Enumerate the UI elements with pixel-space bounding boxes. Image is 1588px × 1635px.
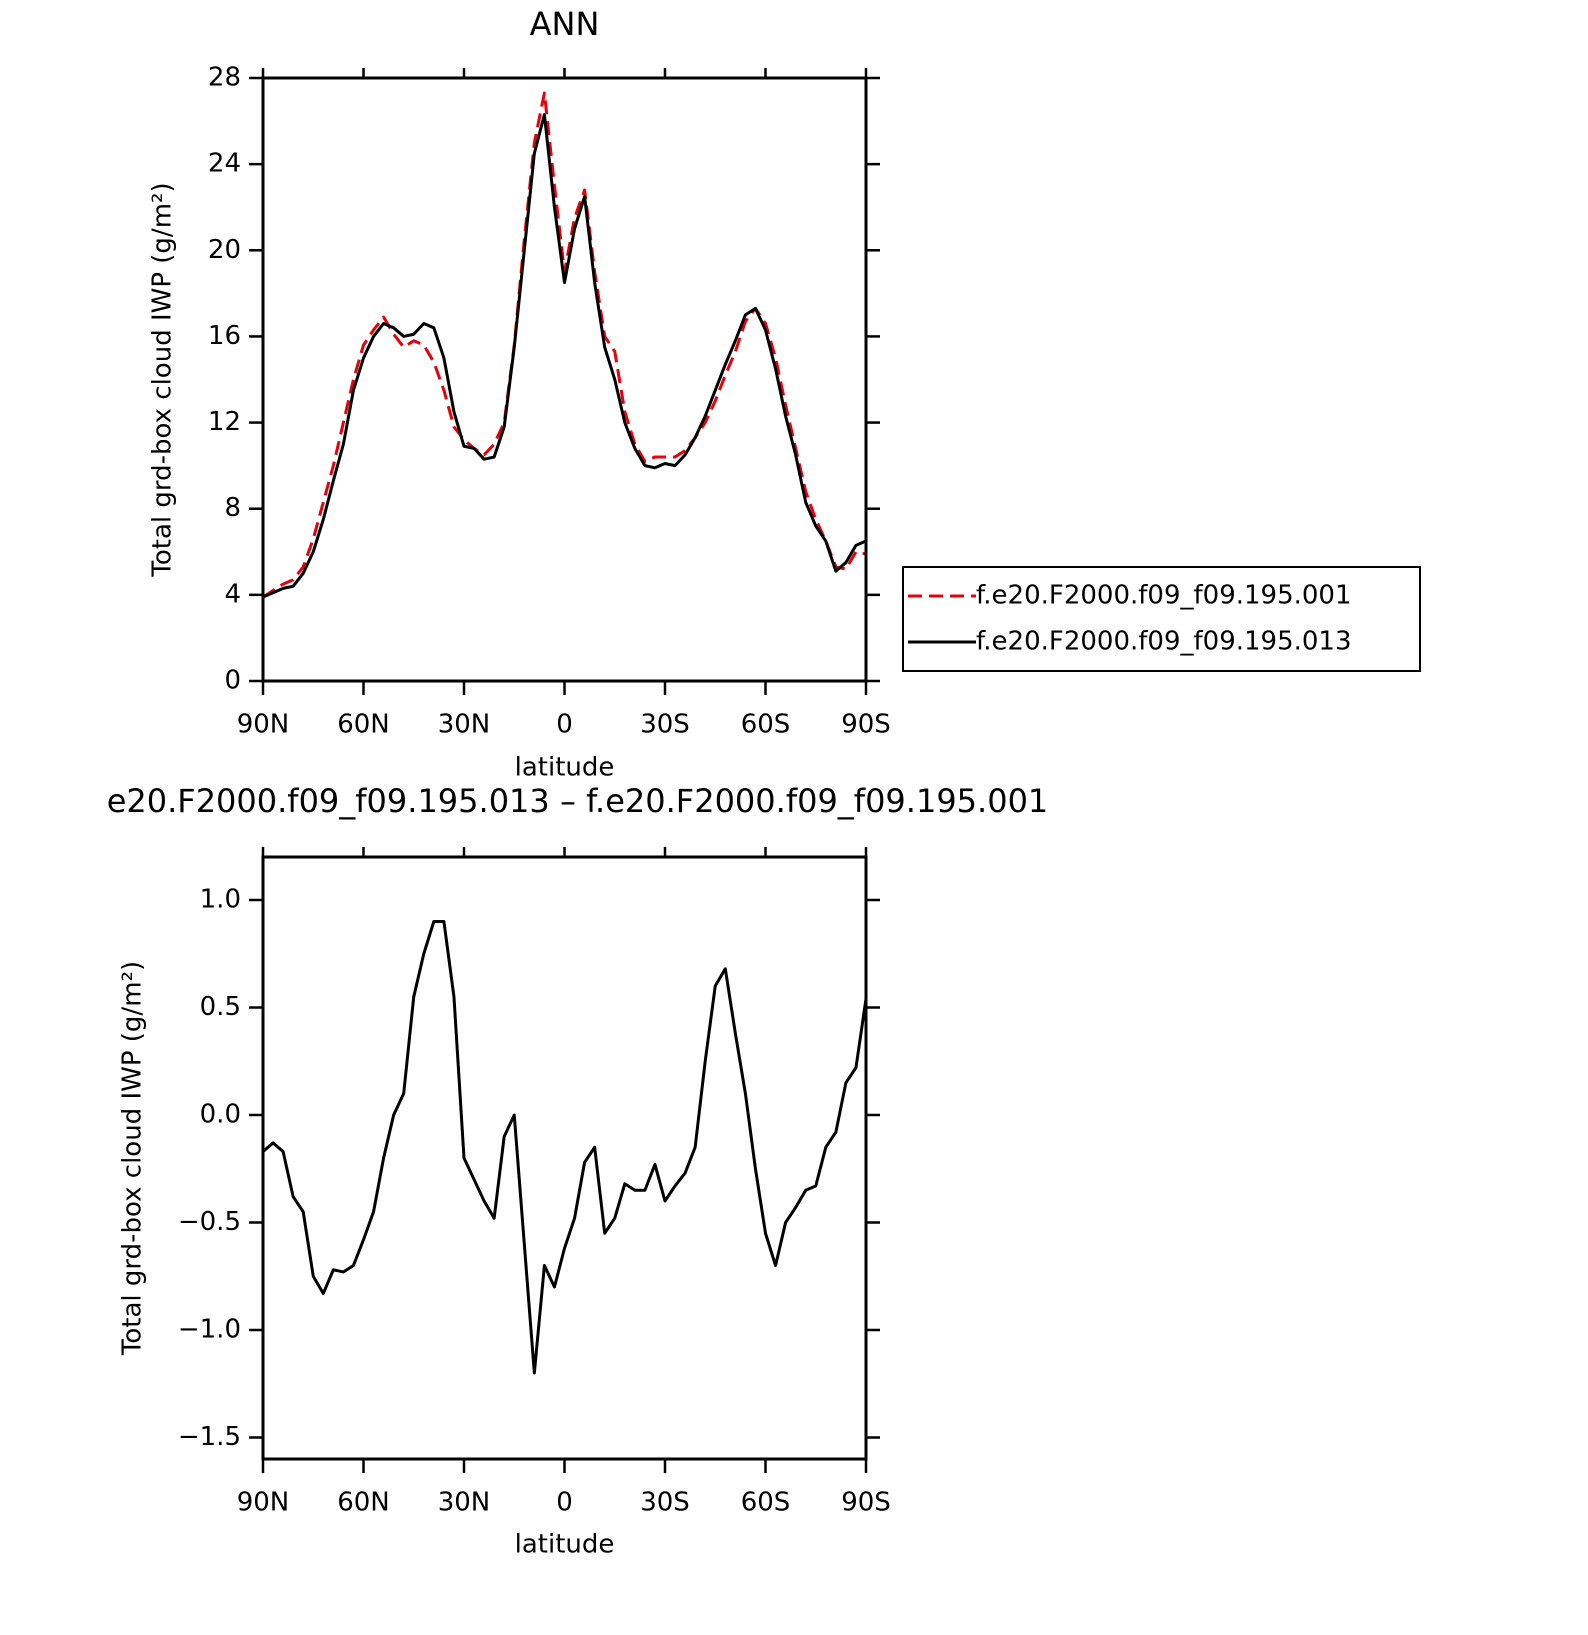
y-tick-label: 24 bbox=[208, 149, 241, 179]
plot-frame bbox=[261, 76, 868, 683]
y-tick-label: 16 bbox=[208, 321, 241, 351]
x-tick-label: 60N bbox=[337, 710, 390, 740]
data-line bbox=[262, 920, 868, 1375]
x-axis-label: latitude bbox=[515, 753, 615, 783]
x-tick-label: 90N bbox=[237, 710, 290, 740]
chart-title: e20.F2000.f09_f09.195.013 – f.e20.F2000.… bbox=[107, 782, 1049, 820]
x-tick-label: 90S bbox=[841, 1488, 891, 1518]
y-tick-label: 0 bbox=[224, 666, 241, 696]
y-tick-label: 1.0 bbox=[200, 885, 241, 915]
legend-label: f.e20.F2000.f09_f09.195.013 bbox=[976, 627, 1352, 657]
plot-frame bbox=[261, 855, 868, 1461]
chart-title: ANN bbox=[530, 5, 600, 43]
legend-box bbox=[902, 566, 1421, 672]
data-line bbox=[262, 113, 867, 599]
x-tick-label: 90N bbox=[237, 1488, 290, 1518]
y-tick-label: 8 bbox=[224, 493, 241, 523]
x-tick-label: 30S bbox=[640, 1488, 690, 1518]
x-tick-label: 0 bbox=[556, 1488, 573, 1518]
x-axis-label: latitude bbox=[515, 1530, 615, 1560]
x-tick-label: 30N bbox=[438, 1488, 491, 1518]
x-tick-label: 60S bbox=[741, 710, 791, 740]
y-axis-label: Total grd-box cloud IWP (g/m²) bbox=[148, 182, 178, 577]
y-tick-label: 28 bbox=[208, 63, 241, 93]
y-tick-label: −0.5 bbox=[178, 1207, 241, 1237]
y-tick-label: 20 bbox=[208, 235, 241, 265]
x-tick-label: 60S bbox=[741, 1488, 791, 1518]
y-tick-label: −1.5 bbox=[178, 1422, 241, 1452]
y-tick-label: 0.5 bbox=[200, 992, 241, 1022]
y-tick-label: 0.0 bbox=[200, 1100, 241, 1130]
data-line bbox=[262, 91, 867, 599]
x-tick-label: 90S bbox=[841, 710, 891, 740]
legend-label: f.e20.F2000.f09_f09.195.001 bbox=[976, 581, 1352, 611]
x-tick-label: 30S bbox=[640, 710, 690, 740]
y-axis-label: Total grd-box cloud IWP (g/m²) bbox=[118, 961, 148, 1356]
y-tick-label: −1.0 bbox=[178, 1315, 241, 1345]
x-tick-label: 0 bbox=[556, 710, 573, 740]
y-tick-label: 12 bbox=[208, 407, 241, 437]
x-tick-label: 30N bbox=[438, 710, 491, 740]
y-tick-label: 4 bbox=[224, 579, 241, 609]
x-tick-label: 60N bbox=[337, 1488, 390, 1518]
